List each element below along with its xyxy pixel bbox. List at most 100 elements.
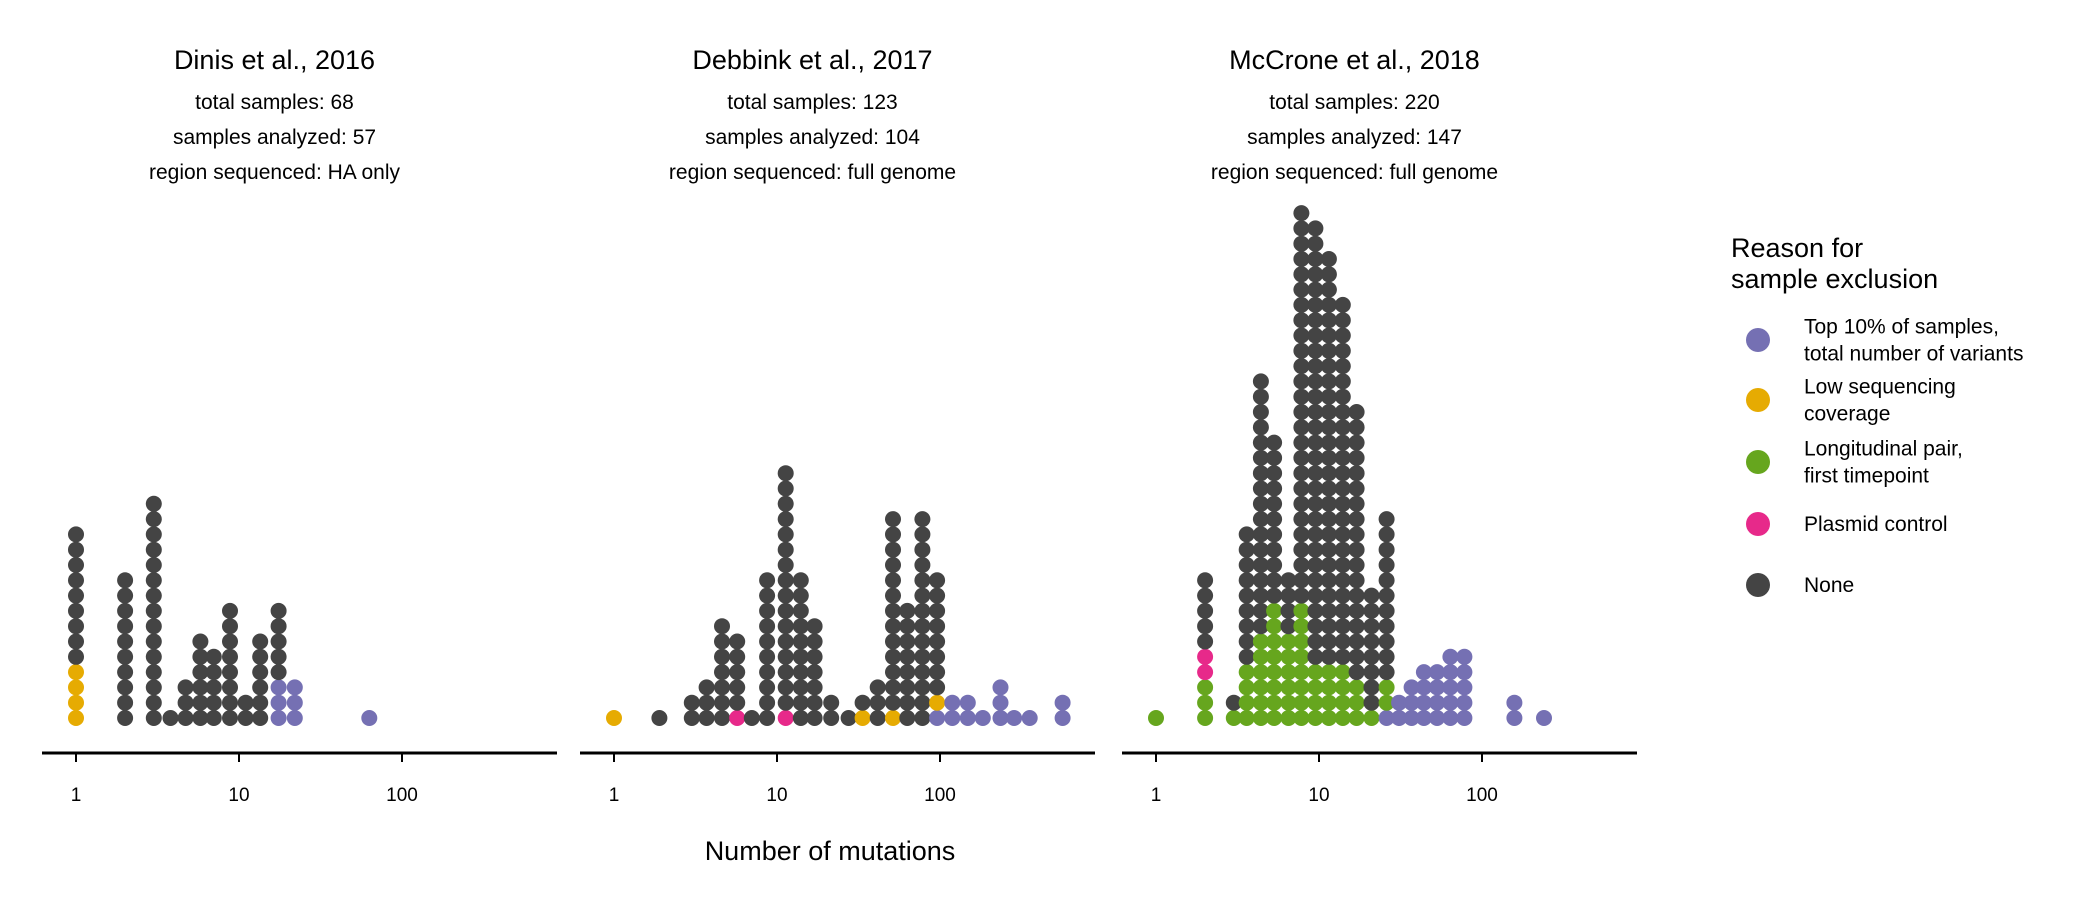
dot-none bbox=[1238, 557, 1255, 573]
dot-none bbox=[68, 648, 84, 665]
dot-none bbox=[1293, 266, 1310, 283]
dot-none bbox=[929, 648, 946, 665]
dot-none bbox=[885, 618, 901, 635]
dot-longit bbox=[1266, 633, 1283, 650]
dot-none bbox=[1334, 419, 1351, 436]
dot-none bbox=[1334, 557, 1351, 573]
dot-longit bbox=[1334, 694, 1351, 711]
dot-none bbox=[270, 633, 287, 650]
dot-top10 bbox=[1456, 648, 1473, 665]
dot-longit bbox=[1266, 694, 1283, 711]
dot-none bbox=[177, 694, 194, 711]
dot-none bbox=[885, 679, 901, 696]
dot-longit bbox=[1348, 694, 1365, 711]
dot-none bbox=[1293, 495, 1310, 512]
dot-none bbox=[1307, 602, 1324, 619]
dot-none bbox=[205, 664, 222, 681]
dot-none bbox=[823, 694, 840, 711]
dot-none bbox=[222, 633, 238, 650]
dot-none bbox=[683, 694, 700, 711]
dot-none bbox=[885, 648, 901, 665]
dot-longit bbox=[1280, 664, 1297, 681]
dot-none bbox=[1378, 618, 1395, 635]
dot-none bbox=[1363, 633, 1380, 650]
dot-none bbox=[1320, 419, 1337, 436]
dot-none bbox=[914, 664, 931, 681]
dot-none bbox=[117, 664, 134, 681]
dot-top10 bbox=[1006, 710, 1023, 726]
dot-none bbox=[117, 648, 134, 665]
dot-none bbox=[1266, 511, 1283, 528]
dot-none bbox=[792, 572, 809, 589]
dot-none bbox=[1293, 557, 1310, 573]
dot-none bbox=[1320, 373, 1337, 390]
dot-none bbox=[806, 679, 823, 696]
dot-longit bbox=[1293, 679, 1310, 696]
legend-swatch bbox=[1746, 328, 1770, 352]
dot-longit bbox=[1266, 618, 1283, 635]
dot-longit bbox=[1293, 710, 1310, 726]
dot-none bbox=[914, 572, 931, 589]
dot-none bbox=[1363, 679, 1380, 696]
dot-none bbox=[1348, 526, 1365, 543]
dot-none bbox=[270, 618, 287, 635]
dot-none bbox=[1334, 373, 1351, 390]
dot-none bbox=[1334, 541, 1351, 558]
dot-none bbox=[68, 541, 84, 558]
dot-top10 bbox=[1429, 710, 1446, 726]
dot-none bbox=[177, 710, 194, 726]
x-tick-label: 1 bbox=[71, 785, 82, 806]
dot-none bbox=[1334, 342, 1351, 359]
dot-longit bbox=[1334, 710, 1351, 726]
dot-longit bbox=[1320, 679, 1337, 696]
dot-top10 bbox=[1403, 694, 1420, 711]
dot-none bbox=[777, 557, 794, 573]
dot-none bbox=[1348, 541, 1365, 558]
dot-none bbox=[145, 618, 162, 635]
dot-none bbox=[205, 710, 222, 726]
dot-none bbox=[1320, 648, 1337, 665]
panel-info-line: samples analyzed: 147 bbox=[1247, 126, 1462, 149]
dot-none bbox=[714, 694, 730, 711]
dot-longit bbox=[1252, 694, 1269, 711]
dot-none bbox=[252, 633, 269, 650]
dot-longit bbox=[1293, 648, 1310, 665]
dot-none bbox=[777, 587, 794, 604]
dot-none bbox=[1293, 449, 1310, 466]
dot-none bbox=[792, 694, 809, 711]
dot-top10 bbox=[959, 710, 976, 726]
dot-none bbox=[698, 694, 715, 711]
dot-none bbox=[1320, 587, 1337, 604]
dot-none bbox=[1238, 572, 1255, 589]
dot-none bbox=[899, 710, 916, 726]
dot-none bbox=[914, 541, 931, 558]
dot-top10 bbox=[1415, 710, 1432, 726]
dot-none bbox=[806, 633, 823, 650]
dot-top10 bbox=[1054, 710, 1071, 726]
dot-none bbox=[1293, 220, 1310, 237]
dot-none bbox=[1363, 602, 1380, 619]
dot-none bbox=[1238, 602, 1255, 619]
dot-none bbox=[854, 694, 871, 711]
dot-none bbox=[192, 710, 209, 726]
dot-none bbox=[1238, 633, 1255, 650]
dot-longit bbox=[1266, 602, 1283, 619]
dot-longit bbox=[1280, 648, 1297, 665]
dot-none bbox=[68, 633, 84, 650]
dot-none bbox=[929, 664, 946, 681]
dot-none bbox=[145, 710, 162, 726]
dot-none bbox=[714, 618, 730, 635]
dot-none bbox=[145, 679, 162, 696]
dot-none bbox=[1320, 511, 1337, 528]
dot-none bbox=[792, 679, 809, 696]
dot-longit bbox=[1293, 602, 1310, 619]
dot-none bbox=[714, 679, 730, 696]
dot-none bbox=[929, 633, 946, 650]
dot-none bbox=[1320, 434, 1337, 451]
panel-mccrone-et-al-2018: McCrone et al., 2018 total samples: 220 sa… bbox=[1122, 45, 1637, 806]
dot-none bbox=[1348, 648, 1365, 665]
dot-none bbox=[1378, 511, 1395, 528]
dot-top10 bbox=[286, 679, 303, 696]
dot-none bbox=[743, 710, 760, 726]
dot-none bbox=[1238, 526, 1255, 543]
